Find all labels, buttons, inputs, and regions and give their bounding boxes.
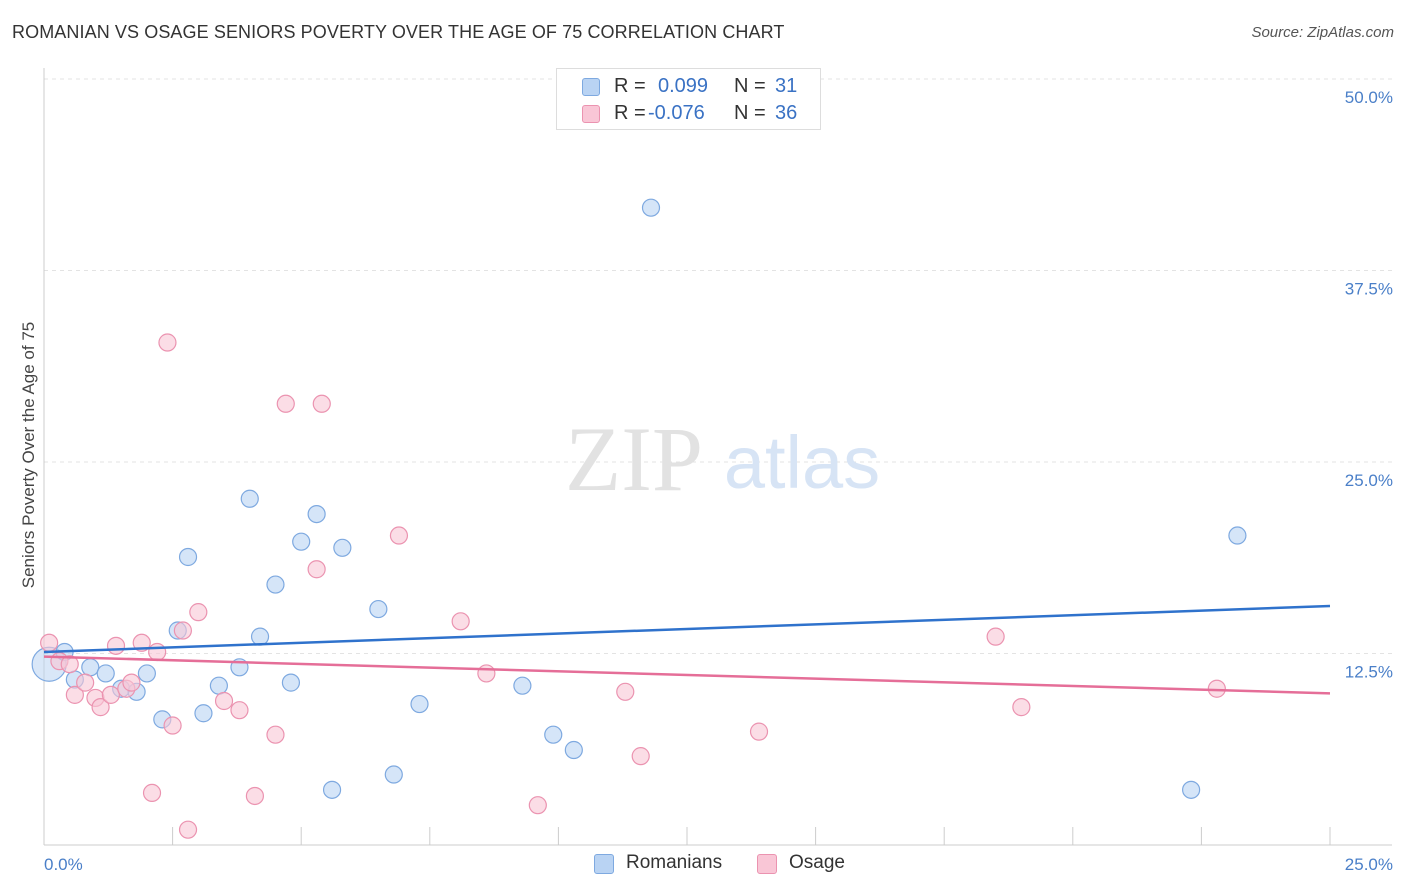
osage-point bbox=[631, 747, 650, 766]
osage-point bbox=[76, 673, 95, 692]
romanians-trend-line bbox=[43, 604, 1331, 654]
osage-point bbox=[142, 783, 162, 803]
trend-lines bbox=[43, 604, 1331, 695]
osage-point bbox=[451, 612, 470, 631]
romanians-legend-swatch bbox=[594, 854, 614, 874]
romanians-legend-label: Romanians bbox=[626, 852, 723, 873]
osage-point bbox=[276, 394, 295, 413]
legend-n-label: N = bbox=[734, 102, 766, 124]
osage-point bbox=[132, 633, 151, 652]
romanians-point bbox=[250, 627, 270, 646]
osage-point bbox=[60, 655, 79, 674]
osage-points bbox=[40, 333, 1226, 839]
osage-swatch bbox=[582, 105, 600, 123]
osage-point bbox=[389, 526, 409, 545]
watermark-zip: ZIP bbox=[565, 408, 703, 510]
osage-point bbox=[106, 636, 126, 655]
romanians-swatch bbox=[582, 78, 600, 96]
correlation-legend: R = 0.099 N = 31 R = -0.076 N = 36 bbox=[556, 68, 821, 130]
romanians-point bbox=[209, 676, 228, 695]
osage-legend-swatch bbox=[757, 854, 777, 874]
chart-title: ROMANIAN VS OSAGE SENIORS POVERTY OVER T… bbox=[12, 22, 785, 42]
romanians-point bbox=[96, 664, 115, 683]
legend-n-value-romanians: 31 bbox=[775, 75, 798, 97]
romanians-point bbox=[307, 504, 326, 524]
osage-point bbox=[477, 664, 496, 683]
osage-point bbox=[307, 560, 326, 579]
osage-point bbox=[528, 796, 547, 815]
osage-point bbox=[148, 642, 167, 662]
romanians-point bbox=[369, 599, 388, 619]
y-axis-label: Seniors Poverty Over the Age of 75 bbox=[19, 322, 38, 588]
osage-point bbox=[245, 786, 265, 806]
romanians-point bbox=[1182, 780, 1201, 799]
osage-point bbox=[101, 685, 120, 704]
osage-point bbox=[749, 722, 769, 741]
romanians-point bbox=[564, 740, 583, 760]
osage-point bbox=[214, 691, 234, 711]
osage-point bbox=[122, 673, 141, 692]
romanians-point bbox=[322, 780, 342, 799]
osage-point bbox=[173, 621, 192, 640]
osage-point bbox=[312, 394, 331, 413]
romanians-point bbox=[384, 765, 403, 784]
grid-lines bbox=[44, 78, 1392, 654]
y-tick-label: 12.5% bbox=[1345, 663, 1393, 682]
osage-point bbox=[163, 716, 182, 735]
romanians-point bbox=[513, 676, 532, 695]
osage-trend-line bbox=[43, 655, 1331, 695]
romanians-point bbox=[281, 673, 301, 692]
osage-point bbox=[65, 685, 84, 704]
legend-r-label: R = bbox=[614, 75, 646, 97]
x-tick-label-min: 0.0% bbox=[44, 855, 83, 874]
osage-point bbox=[266, 725, 285, 744]
osage-point bbox=[91, 698, 110, 717]
osage-legend-label: Osage bbox=[789, 852, 845, 873]
osage-point bbox=[616, 682, 635, 701]
romanians-point bbox=[641, 198, 661, 217]
osage-point bbox=[178, 820, 198, 839]
romanians-point bbox=[544, 725, 563, 744]
legend-n-label: N = bbox=[734, 75, 766, 97]
y-tick-label: 37.5% bbox=[1345, 280, 1393, 299]
osage-point bbox=[1012, 698, 1031, 717]
romanians-point bbox=[1228, 526, 1247, 545]
osage-point bbox=[230, 701, 249, 720]
y-tick-label: 50.0% bbox=[1345, 88, 1393, 107]
tick-labels: 12.5% 25.0% 37.5% 50.0% 0.0% 25.0% bbox=[44, 88, 1393, 874]
watermark-atlas: atlas bbox=[724, 421, 880, 504]
legend-r-value-romanians: 0.099 bbox=[658, 75, 709, 97]
romanians-point bbox=[292, 532, 311, 551]
romanians-point bbox=[194, 704, 213, 723]
osage-point bbox=[40, 633, 59, 652]
romanians-point bbox=[410, 694, 429, 714]
legend-r-label: R = bbox=[614, 102, 646, 124]
osage-point bbox=[986, 627, 1005, 646]
watermark: ZIP atlas bbox=[565, 408, 880, 510]
romanians-point bbox=[333, 538, 352, 557]
romanians-point bbox=[240, 489, 259, 508]
romanians-point bbox=[137, 664, 156, 683]
x-tick-label-max: 25.0% bbox=[1345, 855, 1393, 874]
legend-n-value-osage: 36 bbox=[775, 102, 798, 124]
axes bbox=[43, 68, 1392, 846]
romanians-point bbox=[178, 547, 198, 567]
romanians-point bbox=[266, 575, 285, 594]
romanians-point bbox=[81, 658, 100, 677]
legend-r-value-osage: -0.076 bbox=[648, 102, 705, 124]
osage-point bbox=[189, 603, 208, 622]
osage-point bbox=[158, 333, 177, 352]
y-tick-label: 25.0% bbox=[1345, 471, 1393, 490]
source-label: Source: ZipAtlas.com bbox=[1251, 24, 1394, 41]
